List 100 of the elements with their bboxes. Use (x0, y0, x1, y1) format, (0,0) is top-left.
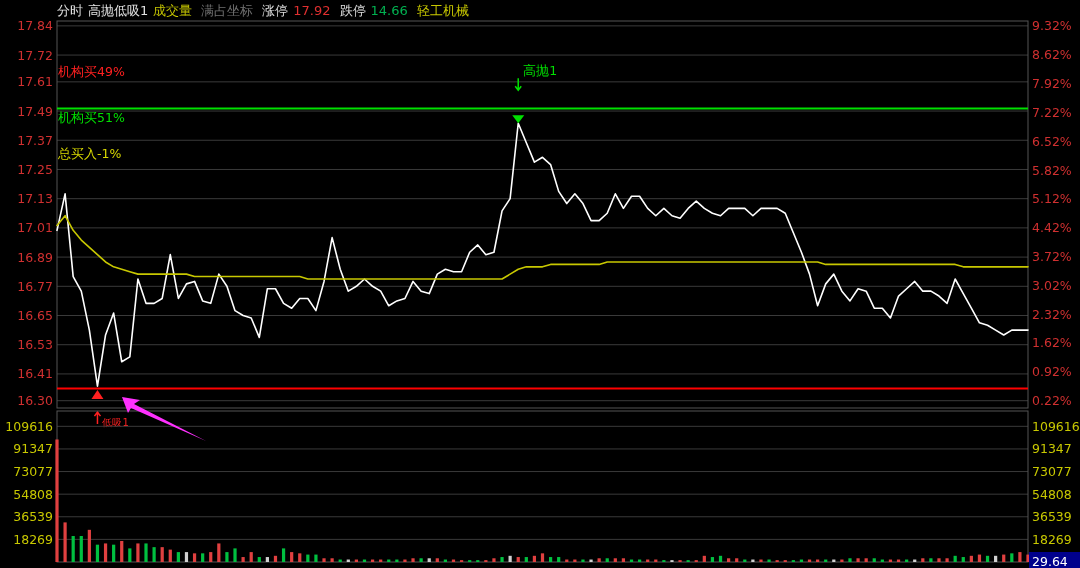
text: 29.64 (1032, 554, 1068, 568)
bar (225, 552, 229, 562)
bar (702, 555, 706, 562)
bar (184, 552, 189, 562)
line-series (56, 214, 1029, 280)
bar (79, 536, 83, 562)
bar (492, 558, 496, 562)
y2-tick-label: 1.62% (1032, 335, 1072, 351)
y-tick-label: 16.53 (17, 337, 53, 353)
y2-tick-label: 3.02% (1032, 277, 1072, 293)
bar (929, 558, 933, 562)
bar (103, 543, 108, 562)
bar (298, 553, 302, 562)
bar (605, 558, 609, 562)
bar (727, 558, 731, 562)
bar (168, 549, 172, 562)
y2-tick-label: 73077 (1032, 464, 1072, 480)
y-tick-label: 17.01 (17, 220, 53, 236)
bar (233, 548, 237, 562)
y-tick-label: 16.65 (17, 308, 53, 324)
bar (710, 557, 715, 562)
bar (540, 553, 545, 562)
y2-tick-label: 54808 (1032, 486, 1072, 502)
bar (937, 558, 941, 562)
y2-tick-label: 7.22% (1032, 104, 1072, 120)
bar (435, 558, 439, 562)
y2-tick-label: 6.52% (1032, 133, 1072, 149)
text: 轻工机械 (416, 3, 469, 18)
text: 成交量 (153, 3, 193, 18)
bar (759, 559, 763, 562)
text: 满占坐标 (201, 3, 254, 18)
bar (994, 555, 998, 562)
bar (160, 547, 164, 562)
annotation: 高抛1 (523, 63, 558, 79)
bar (985, 555, 990, 562)
bar (848, 558, 852, 562)
y-tick-label: 18269 (13, 531, 54, 547)
bar (516, 557, 520, 562)
y-tick-label: 17.72 (17, 47, 53, 63)
bar (411, 558, 415, 562)
y-tick-label: 17.25 (17, 161, 53, 177)
bar (241, 557, 245, 562)
bar (95, 544, 100, 562)
bar (767, 559, 771, 562)
bar (532, 555, 537, 562)
bar (589, 559, 593, 562)
bar (864, 558, 868, 562)
bar (136, 543, 140, 562)
bar (1018, 552, 1022, 562)
bar (718, 555, 723, 562)
y2-tick-label: 18269 (1032, 531, 1072, 547)
bar (265, 557, 269, 562)
bar (872, 558, 876, 562)
bar (71, 536, 75, 562)
bar (144, 543, 148, 562)
bar (314, 554, 318, 562)
y-tick-label: 109616 (5, 418, 54, 434)
annotation: 机构买51% (58, 110, 125, 125)
annotation: 低吸1 (102, 417, 129, 429)
bar (120, 540, 124, 562)
bar (87, 529, 91, 562)
y-tick-label: 17.13 (17, 191, 53, 207)
y-tick-label: 17.84 (17, 18, 54, 34)
bar (257, 557, 261, 562)
bar (217, 543, 221, 562)
y2-tick-label: 2.32% (1032, 306, 1072, 322)
bar (953, 555, 957, 562)
y2-tick-label: 5.82% (1032, 162, 1072, 178)
text: 14.66 (370, 3, 408, 18)
bar (969, 555, 973, 562)
bar (557, 557, 561, 562)
bar (322, 558, 326, 562)
y2-tick-label: 4.42% (1032, 220, 1072, 236)
bar (945, 558, 949, 562)
bar (961, 557, 965, 562)
y2-tick-label: 9.32% (1032, 18, 1072, 34)
bar (192, 553, 197, 562)
y2-tick-label: 36539 (1032, 509, 1072, 525)
bar (290, 552, 294, 562)
y2-tick-label: 91347 (1032, 441, 1072, 457)
bar (597, 558, 601, 562)
annotation: 机构买49% (58, 64, 125, 79)
y2-tick-label: 109616 (1032, 418, 1080, 434)
bar (112, 544, 116, 562)
y-tick-label: 54808 (13, 486, 54, 502)
y2-tick-label: 0.92% (1032, 364, 1072, 380)
y2-tick-label: 3.72% (1032, 248, 1072, 264)
y-tick-label: 91347 (13, 441, 53, 457)
bar (128, 548, 132, 562)
y-tick-label: 17.49 (17, 103, 54, 119)
bar (621, 558, 626, 562)
bar (63, 522, 67, 562)
y-tick-label: 16.89 (17, 249, 54, 265)
y-tick-label: 16.41 (17, 366, 53, 382)
text: 跌停 (339, 3, 366, 18)
text: 分时 (57, 3, 83, 18)
bar (548, 557, 553, 562)
bar (856, 558, 860, 562)
bar (735, 558, 739, 562)
y-tick-label: 16.77 (17, 278, 53, 294)
